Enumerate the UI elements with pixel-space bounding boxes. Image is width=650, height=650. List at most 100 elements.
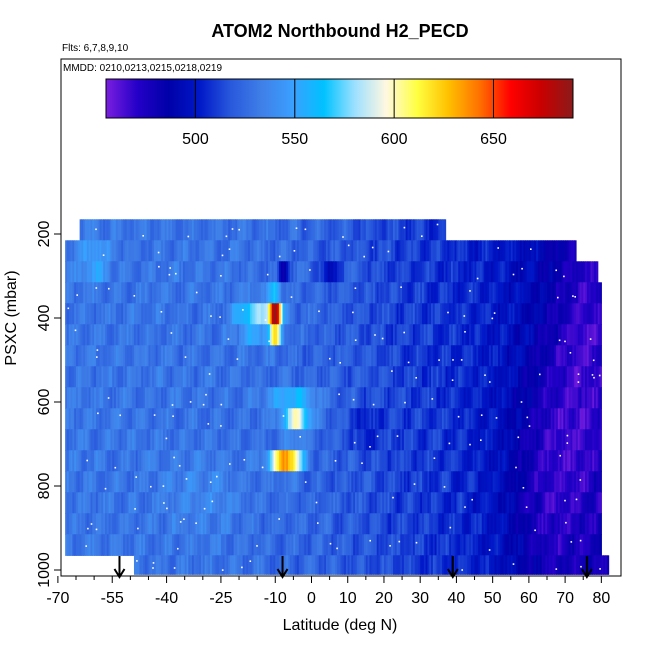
heatmap-cell [481,513,485,535]
heatmap-cell [394,429,398,451]
heatmap-cell [469,366,472,388]
heatmap-cell [77,366,81,388]
heatmap-cell [289,261,293,283]
sample-dot [175,272,177,275]
heatmap-cell [295,219,298,241]
heatmap-cell [92,429,95,451]
heatmap-cell [507,513,510,535]
heatmap-cell [461,261,465,283]
heatmap-cell [405,408,409,430]
heatmap-cell [536,387,539,409]
heatmap-cell [197,240,200,262]
heatmap-cell [246,408,249,430]
heatmap-cell [572,240,575,262]
heatmap-cell [365,534,369,556]
heatmap-cell [429,303,432,325]
heatmap-cell [443,387,447,409]
heatmap-cell [465,513,468,535]
heatmap-cell [229,387,233,409]
heatmap-cell [574,492,577,514]
heatmap-cell [141,324,144,346]
heatmap-cell [108,324,112,346]
heatmap-cell [329,324,333,346]
heatmap-cell [458,324,461,346]
heatmap-cell [74,450,77,472]
heatmap-cell [318,408,322,430]
heatmap-cell [396,240,400,262]
heatmap-cell [268,471,271,493]
heatmap-cell [494,513,497,535]
heatmap-cell [286,366,289,388]
heatmap-cell [423,534,427,556]
heatmap-cell [202,345,206,367]
heatmap-cell [188,408,191,430]
heatmap-cell [193,471,197,493]
heatmap-cell [331,555,334,575]
heatmap-cell [465,261,468,283]
heatmap-cell [143,471,146,493]
heatmap-cell [436,450,439,472]
heatmap-cell [557,492,561,514]
heatmap-cell [369,555,372,575]
sample-dot [396,435,399,437]
heatmap-cell [253,240,256,262]
heatmap-cell [454,261,458,283]
heatmap-cell [409,471,412,493]
heatmap-cell [559,387,563,409]
heatmap-cell [481,261,485,283]
heatmap-cell [338,492,342,514]
heatmap-cell [289,534,293,556]
heatmap-cell [461,240,465,262]
heatmap-cell [126,282,130,304]
heatmap-cell [360,555,363,575]
heatmap-cell [237,366,240,388]
heatmap-cell [141,471,144,493]
heatmap-cell [474,492,477,514]
heatmap-cell [389,387,392,409]
heatmap-cell [99,324,102,346]
heatmap-cell [291,471,294,493]
heatmap-cell [186,324,189,346]
heatmap-cell [291,387,294,409]
heatmap-cell [186,282,189,304]
sample-dot [90,523,93,525]
heatmap-cell [403,303,407,325]
heatmap-cell [365,408,369,430]
heatmap-cell [291,513,294,535]
heatmap-cell [88,450,92,472]
heatmap-cell [414,219,418,241]
heatmap-cell [335,429,338,451]
heatmap-cell [590,282,593,304]
heatmap-cell [280,534,284,556]
heatmap-cell [172,387,175,409]
sample-dot [256,545,258,547]
heatmap-cell [119,282,122,304]
heatmap-cell [166,429,169,451]
heatmap-cell [548,303,552,325]
heatmap-cell [438,303,441,325]
heatmap-cell [554,324,557,346]
heatmap-cell [389,303,392,325]
heatmap-cell [152,345,155,367]
heatmap-cell [548,345,552,367]
heatmap-cell [104,324,108,346]
heatmap-cell [266,513,269,535]
heatmap-cell [208,555,211,575]
heatmap-cell [536,492,539,514]
heatmap-cell [586,261,590,283]
heatmap-cell [286,534,289,556]
heatmap-cell [554,387,557,409]
heatmap-cell [378,303,381,325]
heatmap-cell [239,513,242,535]
heatmap-cell [184,366,188,388]
heatmap-cell [242,240,246,262]
heatmap-cell [104,303,108,325]
heatmap-cell [342,492,345,514]
heatmap-cell [255,450,258,472]
heatmap-cell [148,303,151,325]
heatmap-cell [336,261,340,283]
heatmap-cell [304,555,307,575]
heatmap-cell [572,324,575,346]
heatmap-cell [121,492,124,514]
heatmap-cell [324,513,327,535]
